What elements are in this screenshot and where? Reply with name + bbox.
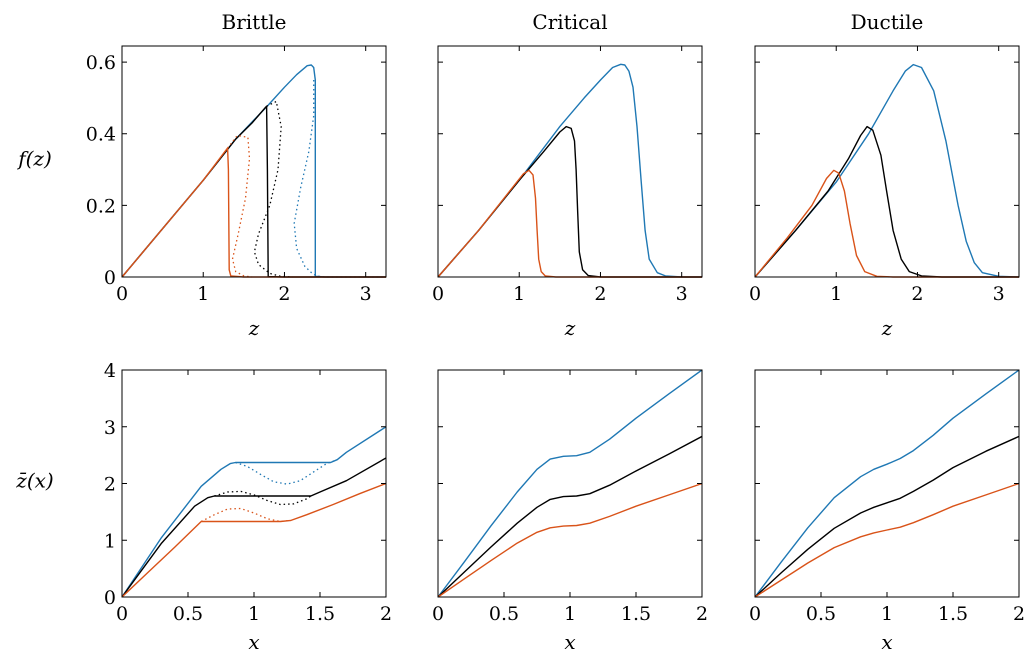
y-tick-label: 0.2 (86, 195, 116, 217)
x-tick-label: 3 (993, 283, 1005, 305)
series-line-black (755, 435, 1019, 598)
plot-frame (121, 45, 387, 278)
series-line-orange (122, 482, 386, 598)
y-tick-label: 0 (104, 267, 116, 289)
series-line-blue (122, 64, 386, 278)
series-line-blue-dotted (293, 80, 386, 278)
series-group (438, 369, 702, 598)
x-tick-label: 0 (432, 603, 444, 625)
series-line-orange (755, 169, 1019, 278)
chart-title: Critical (532, 10, 607, 34)
y-tick-label: 0 (104, 587, 116, 609)
y-axis-label: z̄(x) (15, 469, 53, 493)
series-group (438, 63, 702, 278)
x-tick-label: 2 (594, 283, 606, 305)
chart-title: Brittle (222, 10, 287, 34)
plot-frame (754, 45, 1020, 278)
x-axis-label: x (564, 630, 575, 654)
y-tick-label: 2 (104, 474, 116, 496)
series-line-orange-dotted (200, 507, 292, 523)
series-line-black (122, 457, 386, 598)
plot-frame (437, 369, 703, 598)
series-group (122, 426, 386, 598)
x-tick-label: 2 (696, 603, 708, 625)
chart-title: Ductile (851, 10, 924, 34)
series-line-blue (122, 426, 386, 598)
series-line-black (755, 125, 1019, 278)
x-tick-label: 1.5 (305, 603, 335, 625)
x-tick-label: 1.5 (938, 603, 968, 625)
x-tick-label: 0 (749, 603, 761, 625)
y-tick-label: 0.6 (86, 52, 116, 74)
series-line-orange (755, 482, 1019, 598)
series-line-blue (438, 63, 702, 278)
chart-panel-3: 0 1 2 3 Ductile z (749, 10, 1020, 340)
x-tick-label: 0.5 (489, 603, 519, 625)
y-tick-label: 3 (104, 417, 116, 439)
chart-panel-1: 0 1 2 3 0 0.2 0.4 0.6 Brittle z f(z) (16, 10, 387, 340)
x-axis-label: x (248, 630, 259, 654)
x-tick-label: 0.5 (173, 603, 203, 625)
series-line-black (122, 105, 386, 278)
y-tick-label: 1 (104, 530, 116, 552)
series-group (122, 64, 386, 278)
chart-panel-6: 0 0.5 1 1.5 2 x (749, 369, 1025, 654)
x-tick-label: 0 (116, 603, 128, 625)
x-tick-label: 2 (278, 283, 290, 305)
x-tick-label: 1.5 (621, 603, 651, 625)
x-tick-label: 2 (1013, 603, 1025, 625)
series-group (755, 63, 1019, 278)
series-line-blue-dotted (235, 459, 338, 485)
plot-frame (754, 369, 1020, 598)
chart-panel-5: 0 0.5 1 1.5 2 x (432, 369, 708, 654)
chart-panel-4: 0 0.5 1 1.5 2 0 1 2 3 4 x z̄(x) (15, 360, 392, 654)
series-line-blue (438, 369, 702, 598)
series-line-blue (755, 369, 1019, 598)
x-axis-label: z (881, 316, 893, 340)
x-tick-label: 1 (197, 283, 209, 305)
x-tick-label: 1 (830, 283, 842, 305)
series-line-black-dotted (253, 100, 293, 278)
y-tick-label: 4 (104, 360, 116, 382)
plot-frame (121, 369, 387, 598)
x-axis-label: x (881, 630, 892, 654)
plot-frame (437, 45, 703, 278)
x-tick-label: 1 (564, 603, 576, 625)
x-axis-label: z (564, 316, 576, 340)
y-tick-label: 0.4 (86, 124, 116, 146)
series-line-blue (755, 63, 1019, 278)
x-tick-label: 1 (513, 283, 525, 305)
x-tick-label: 0 (116, 283, 128, 305)
series-line-orange (122, 147, 386, 278)
x-axis-label: z (248, 316, 260, 340)
series-line-black (438, 125, 702, 278)
series-line-black-dotted (214, 490, 312, 506)
series-line-black (438, 435, 702, 598)
series-line-orange-dotted (227, 134, 253, 278)
x-tick-label: 3 (360, 283, 372, 305)
x-tick-label: 2 (911, 283, 923, 305)
x-tick-label: 1 (881, 603, 893, 625)
chart-panel-2: 0 1 2 3 Critical z (432, 10, 703, 340)
x-tick-label: 0 (749, 283, 761, 305)
y-axis-label: f(z) (16, 147, 52, 171)
series-group (755, 369, 1019, 598)
x-tick-label: 0 (432, 283, 444, 305)
series-line-orange (438, 482, 702, 598)
x-tick-label: 3 (676, 283, 688, 305)
x-tick-label: 2 (380, 603, 392, 625)
x-tick-label: 1 (248, 603, 260, 625)
series-line-orange (438, 169, 702, 278)
x-tick-label: 0.5 (806, 603, 836, 625)
